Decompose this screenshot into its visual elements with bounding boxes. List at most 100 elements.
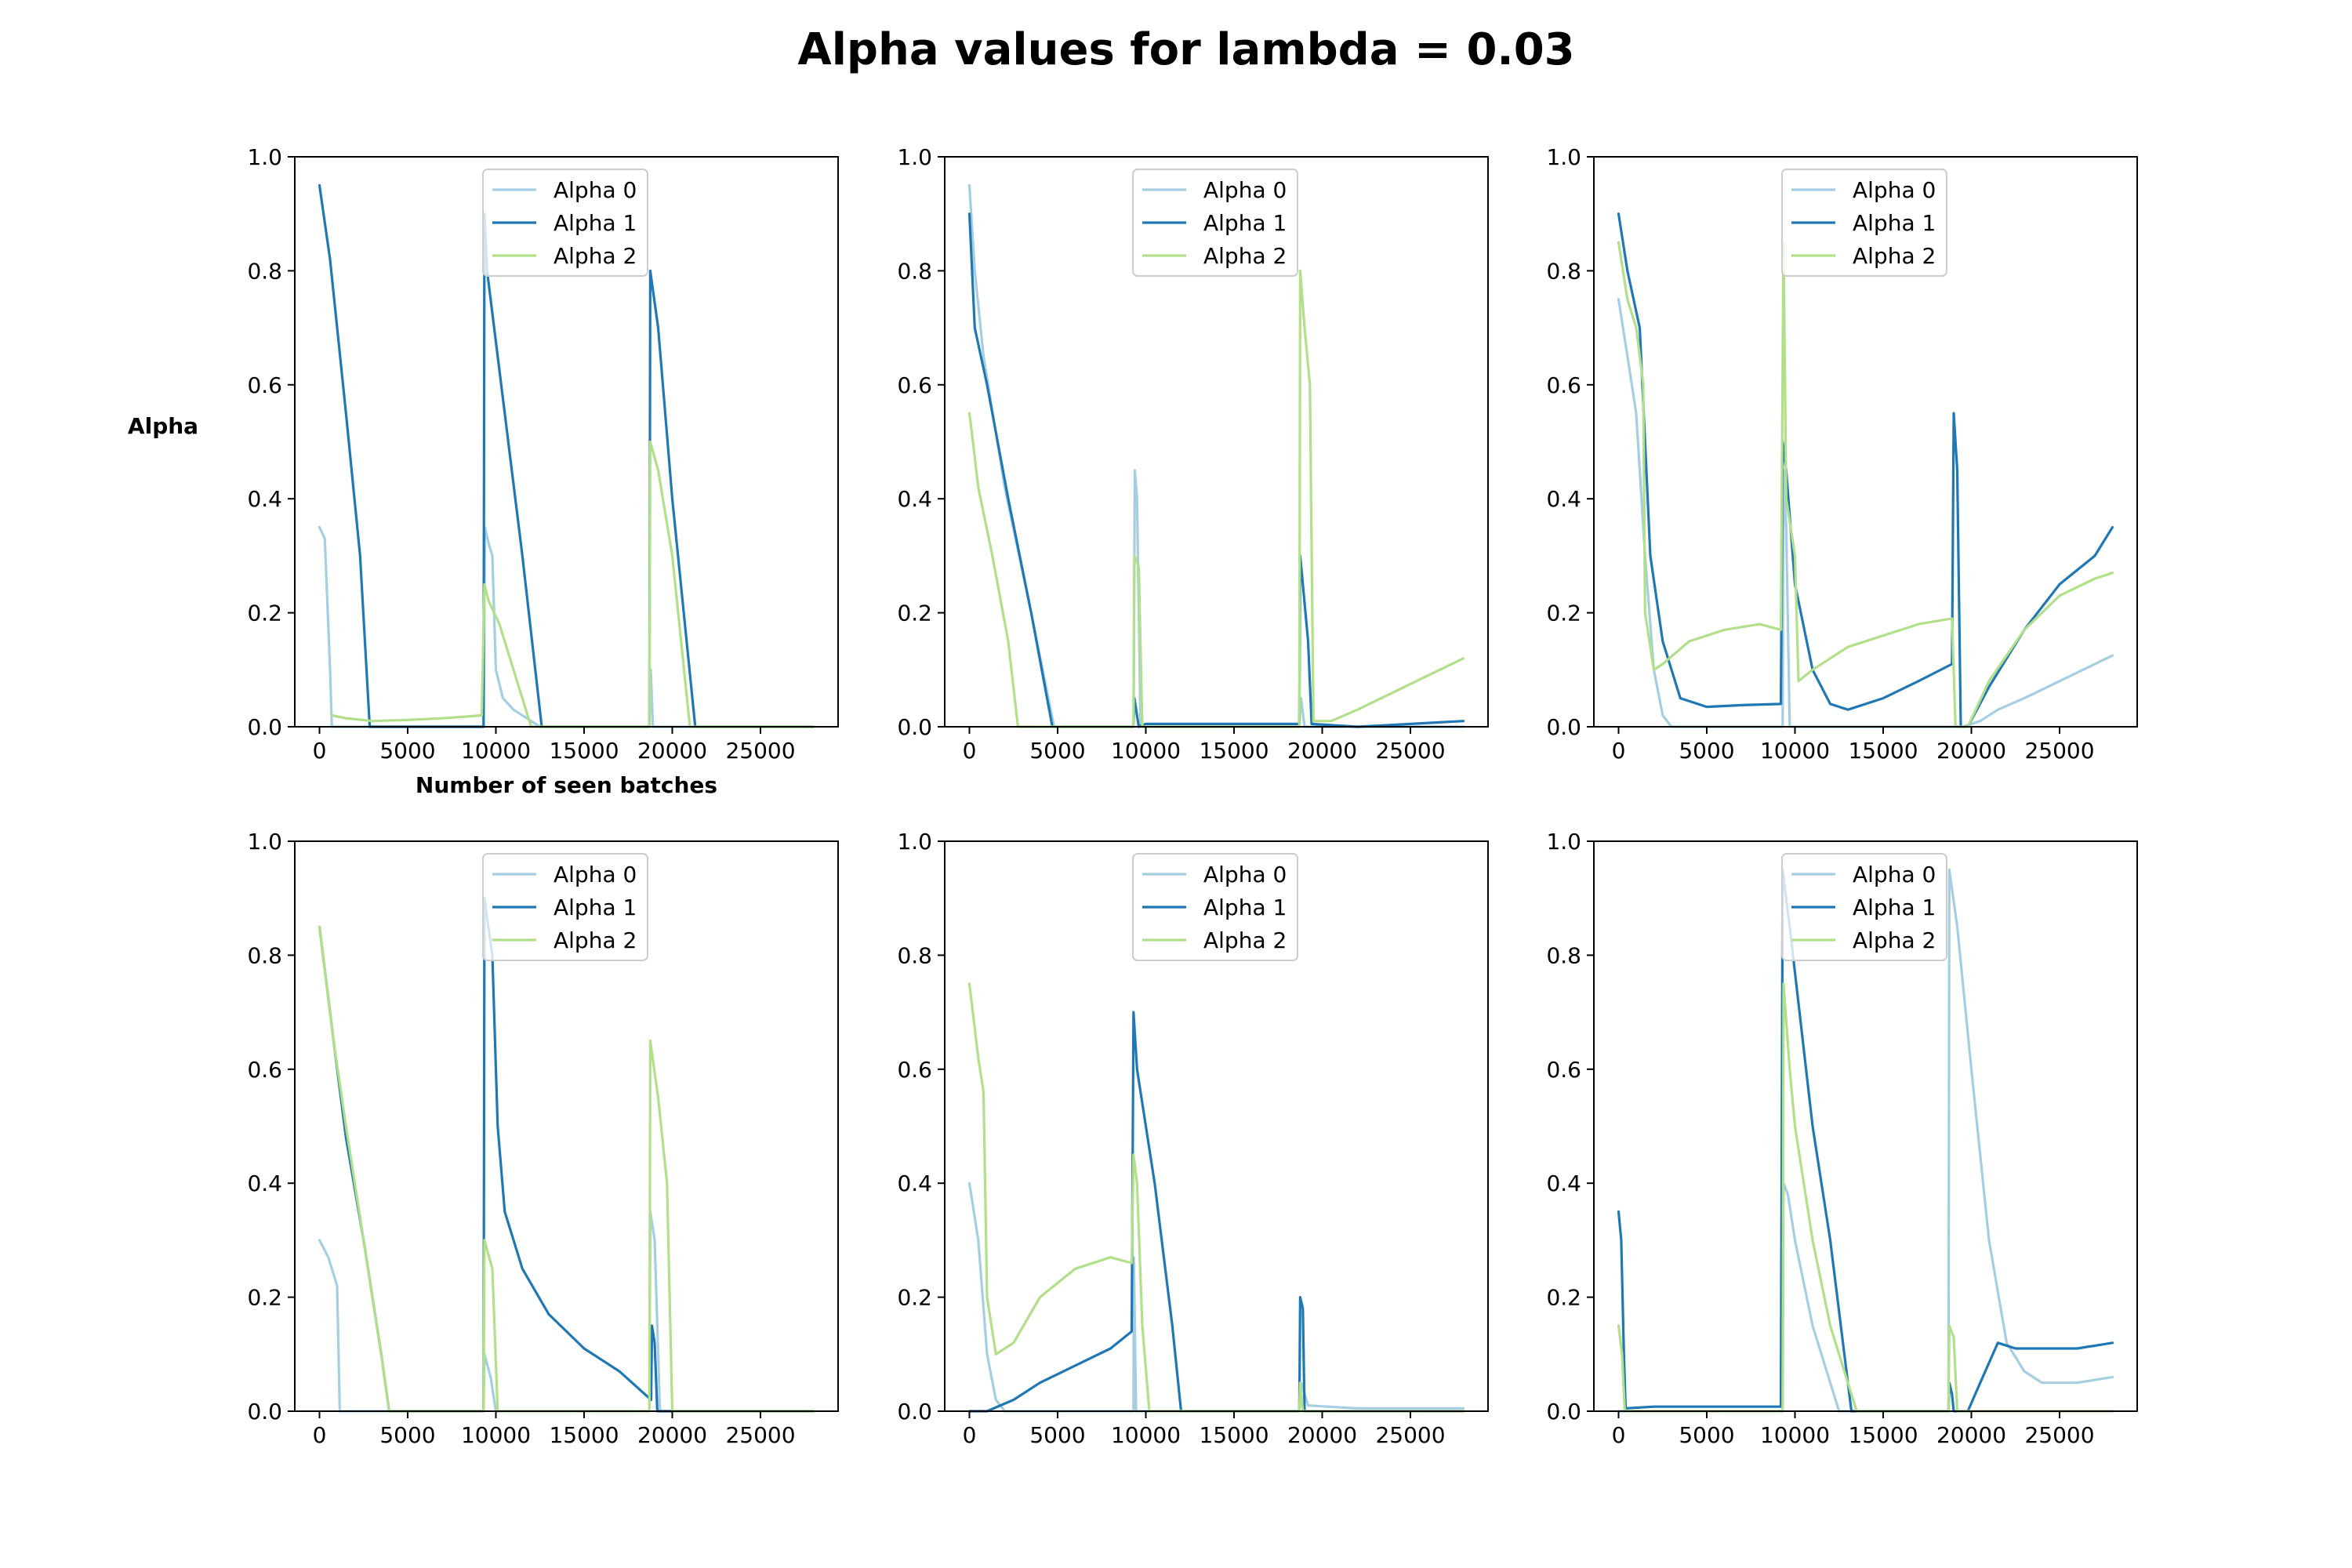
y-axis-label: Alpha [128, 413, 198, 439]
y-tick-label: 0.2 [897, 601, 932, 626]
legend: Alpha 0 Alpha 1 Alpha 2 [1781, 169, 1947, 277]
x-tick-label: 0 [963, 738, 977, 764]
axes-frame [294, 840, 839, 1412]
x-tick-label: 0 [963, 1422, 977, 1448]
axes-frame [944, 156, 1489, 728]
y-tick-label: 0.6 [897, 372, 932, 398]
y-tick-label: 0.4 [1546, 1171, 1581, 1196]
legend-box [1132, 853, 1298, 961]
x-tick-label: 25000 [2024, 738, 2094, 764]
x-tick-label: 5000 [379, 1422, 435, 1448]
x-tick-label: 10000 [461, 738, 531, 764]
y-tick-label: 0.8 [1546, 942, 1581, 968]
series-group [318, 183, 815, 728]
legend-box [1132, 169, 1298, 277]
legend-label: Alpha 1 [1853, 895, 1936, 920]
subplot-row2-col2: 0 5000 10000 15000 20000 25000 0.0 0.2 0.4 0.6 0.8… [897, 829, 1489, 1448]
x-tick-label: 10000 [461, 1422, 531, 1448]
legend-box [1781, 169, 1947, 277]
legend: Alpha 0 Alpha 1 Alpha 2 [482, 169, 648, 277]
x-tick-label: 10000 [1111, 738, 1181, 764]
x-tick-label: 15000 [1199, 738, 1269, 764]
legend-label: Alpha 0 [554, 177, 637, 203]
x-tick-label: 25000 [725, 1422, 795, 1448]
subplot-row1-col2: 0 5000 10000 15000 20000 25000 0.0 0.2 0.4 0.6 0.8… [897, 144, 1489, 764]
legend-label: Alpha 0 [1203, 862, 1287, 887]
y-tick-label: 0.0 [1546, 1399, 1581, 1425]
x-tick-label: 20000 [637, 1422, 707, 1448]
subplot-row2-col3: 0 5000 10000 15000 20000 25000 0.0 0.2 0.4 0.6 0.8… [1546, 829, 2138, 1448]
y-tick-label: 0.8 [247, 258, 282, 284]
y-tick-label: 0.4 [247, 486, 282, 512]
y-tick-label: 0.2 [247, 601, 282, 626]
legend-label: Alpha 2 [554, 927, 637, 953]
y-tick-label: 1.0 [247, 829, 282, 855]
y-tick-label: 0.2 [1546, 1285, 1581, 1311]
legend-label: Alpha 0 [1853, 177, 1936, 203]
legend-label: Alpha 0 [554, 862, 637, 887]
legend: Alpha 0 Alpha 1 Alpha 2 [482, 853, 648, 961]
legend-label: Alpha 1 [554, 210, 637, 236]
series-line-alpha-1 [967, 212, 1465, 728]
x-tick-label: 5000 [1679, 738, 1734, 764]
axes-frame [1593, 156, 2138, 728]
axes-frame [1593, 840, 2138, 1412]
y-tick-label: 1.0 [1546, 829, 1581, 855]
series-line-alpha-0 [318, 1210, 815, 1413]
x-tick-label: 5000 [1029, 738, 1085, 764]
y-tick-label: 0.0 [897, 714, 932, 740]
series-line-alpha-1 [967, 1011, 1465, 1413]
y-tick-label: 0.4 [247, 1171, 282, 1196]
series-line-alpha-2 [330, 440, 815, 728]
x-tick-label: 20000 [1287, 738, 1357, 764]
x-tick-label: 25000 [2024, 1422, 2094, 1448]
y-tick-label: 0.2 [247, 1285, 282, 1311]
legend: Alpha 0 Alpha 1 Alpha 2 [1781, 853, 1947, 961]
legend-label: Alpha 1 [1203, 210, 1287, 236]
series-line-alpha-2 [967, 982, 1465, 1413]
x-tick-label: 20000 [1936, 1422, 2006, 1448]
y-tick-label: 1.0 [897, 144, 932, 170]
x-tick-label: 20000 [637, 738, 707, 764]
x-tick-label: 0 [1612, 738, 1626, 764]
x-tick-label: 10000 [1760, 1422, 1830, 1448]
x-tick-label: 5000 [1029, 1422, 1085, 1448]
series-group [318, 897, 815, 1413]
y-tick-label: 0.0 [897, 1399, 932, 1425]
y-tick-label: 0.2 [897, 1285, 932, 1311]
legend-label: Alpha 1 [1203, 895, 1287, 920]
subplot-row1-col3: 0 5000 10000 15000 20000 25000 0.0 0.2 0.4 0.6 0.8… [1546, 144, 2138, 764]
series-line-alpha-0 [967, 1181, 1465, 1413]
x-tick-label: 15000 [549, 738, 619, 764]
y-tick-label: 0.8 [897, 942, 932, 968]
x-tick-label: 25000 [1375, 1422, 1445, 1448]
legend-label: Alpha 2 [554, 243, 637, 269]
subplot-grid: 0 5000 10000 15000 20000 25000 0.0 0.2 0.4 0.6 0.8… [128, 144, 2138, 1448]
y-tick-label: 0.8 [1546, 258, 1581, 284]
y-tick-label: 0.4 [897, 1171, 932, 1196]
x-tick-label: 25000 [1375, 738, 1445, 764]
x-tick-label: 20000 [1287, 1422, 1357, 1448]
legend-label: Alpha 0 [1203, 177, 1287, 203]
legend-box [482, 853, 648, 961]
x-tick-label: 15000 [549, 1422, 619, 1448]
subplot-row2-col1: 0 5000 10000 15000 20000 25000 0.0 0.2 0.4 0.6 0.8… [247, 829, 839, 1448]
x-tick-label: 25000 [725, 738, 795, 764]
axes-frame [944, 840, 1489, 1412]
y-tick-label: 0.8 [247, 942, 282, 968]
legend-box [482, 169, 648, 277]
legend-label: Alpha 2 [1853, 243, 1936, 269]
legend-label: Alpha 2 [1203, 243, 1287, 269]
y-tick-label: 0.6 [1546, 372, 1581, 398]
series-group [967, 982, 1465, 1413]
y-tick-label: 0.6 [1546, 1057, 1581, 1083]
y-tick-label: 0.4 [1546, 486, 1581, 512]
legend-label: Alpha 0 [1853, 862, 1936, 887]
legend: Alpha 0 Alpha 1 Alpha 2 [1132, 853, 1298, 961]
x-tick-label: 0 [313, 1422, 327, 1448]
x-axis-label: Number of seen batches [416, 772, 717, 798]
legend: Alpha 0 Alpha 1 Alpha 2 [1132, 169, 1298, 277]
x-tick-label: 10000 [1760, 738, 1830, 764]
y-tick-label: 1.0 [247, 144, 282, 170]
